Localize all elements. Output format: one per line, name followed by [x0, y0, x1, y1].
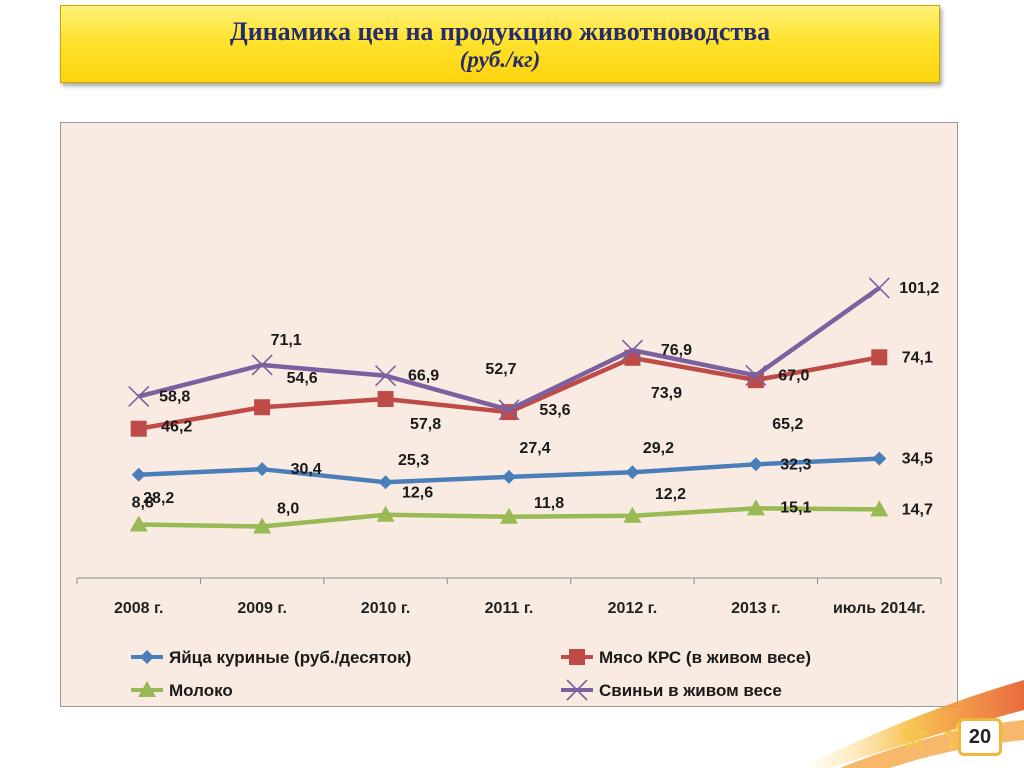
- data-point: [745, 364, 767, 387]
- slide-subtitle: (руб./кг): [459, 47, 541, 72]
- data-point: [871, 349, 888, 366]
- data-label: 15,1: [780, 499, 811, 516]
- data-point: [625, 465, 640, 480]
- data-label: 73,9: [651, 385, 682, 402]
- x-tick-label: 2009 г.: [237, 600, 287, 617]
- title-banner: Динамика цен на продукцию животноводства…: [60, 5, 940, 83]
- legend-marker: [566, 679, 588, 701]
- data-label: 101,2: [899, 280, 939, 297]
- data-label: 32,3: [780, 456, 811, 473]
- data-point: [748, 457, 763, 472]
- data-point: [129, 515, 148, 532]
- data-point: [500, 507, 518, 524]
- chart-frame: 2008 г. 2009 г. 2010 г. 2011 г. 2012 г. 2013 …: [60, 122, 958, 707]
- line-chart: 2008 г. 2009 г. 2010 г. 2011 г. 2012 г. 2013 …: [76, 277, 942, 701]
- data-label: 52,7: [485, 361, 516, 378]
- x-tick-label: 2012 г.: [608, 600, 658, 617]
- data-point: [377, 391, 394, 408]
- data-label: 57,8: [410, 416, 441, 433]
- data-point: [128, 385, 150, 408]
- data-label: 11,8: [534, 495, 564, 512]
- data-point: [868, 277, 890, 299]
- data-label: 65,2: [772, 416, 803, 433]
- data-point: [746, 499, 765, 516]
- data-label: 28,2: [143, 490, 174, 507]
- data-label: 12,2: [655, 486, 686, 503]
- data-label: 27,4: [519, 440, 550, 457]
- x-tick-label: 2010 г.: [361, 600, 411, 617]
- data-label: 8,0: [277, 501, 299, 518]
- data-point: [131, 467, 146, 482]
- data-label: 54,6: [287, 370, 318, 387]
- legend-marker: [138, 681, 156, 697]
- data-point: [872, 451, 887, 466]
- legend-label: Свиньи в живом весе: [599, 681, 782, 700]
- data-label: 66,9: [408, 368, 439, 385]
- x-tick-label: 2013 г.: [731, 600, 781, 617]
- data-label: 25,3: [398, 452, 429, 469]
- legend-label: Молоко: [169, 681, 233, 700]
- data-point: [502, 469, 516, 484]
- legend-label: Яйца куриные (руб./десяток): [169, 648, 411, 667]
- series-line: [138, 286, 881, 413]
- data-point: [376, 505, 395, 522]
- legend-marker: [569, 649, 585, 665]
- x-tick-label: июль 2014г.: [833, 600, 926, 617]
- data-label: 46,2: [161, 419, 192, 436]
- x-tick-label: 2011 г.: [485, 600, 534, 617]
- data-point: [498, 399, 520, 421]
- data-point: [255, 462, 270, 477]
- legend-label: Мясо КРС (в живом весе): [599, 648, 811, 667]
- x-tick-label: 2008 г.: [114, 600, 164, 617]
- legend-marker: [140, 650, 154, 664]
- slide-title: Динамика цен на продукцию животноводства: [229, 17, 771, 46]
- data-label: 53,6: [539, 402, 570, 419]
- data-point: [870, 500, 889, 517]
- data-label: 67,0: [778, 367, 809, 384]
- data-point: [621, 339, 643, 361]
- data-label: 76,9: [661, 342, 692, 359]
- data-label: 12,6: [402, 485, 433, 502]
- data-label: 34,5: [902, 451, 933, 468]
- data-point: [378, 475, 393, 490]
- data-point: [623, 506, 642, 523]
- data-label: 8,8: [132, 494, 154, 511]
- data-point: [251, 354, 273, 376]
- data-label: 29,2: [643, 440, 674, 457]
- data-label: 58,8: [159, 388, 190, 405]
- star-icon: [900, 722, 928, 750]
- data-label: 30,4: [291, 461, 322, 478]
- data-point: [130, 420, 147, 437]
- data-point: [253, 517, 272, 534]
- data-label: 71,1: [271, 332, 302, 349]
- data-point: [254, 399, 271, 416]
- data-label: 74,1: [902, 349, 933, 366]
- page-number-badge: 20: [958, 718, 1002, 756]
- data-label: 14,7: [902, 501, 933, 518]
- data-point: [375, 365, 397, 387]
